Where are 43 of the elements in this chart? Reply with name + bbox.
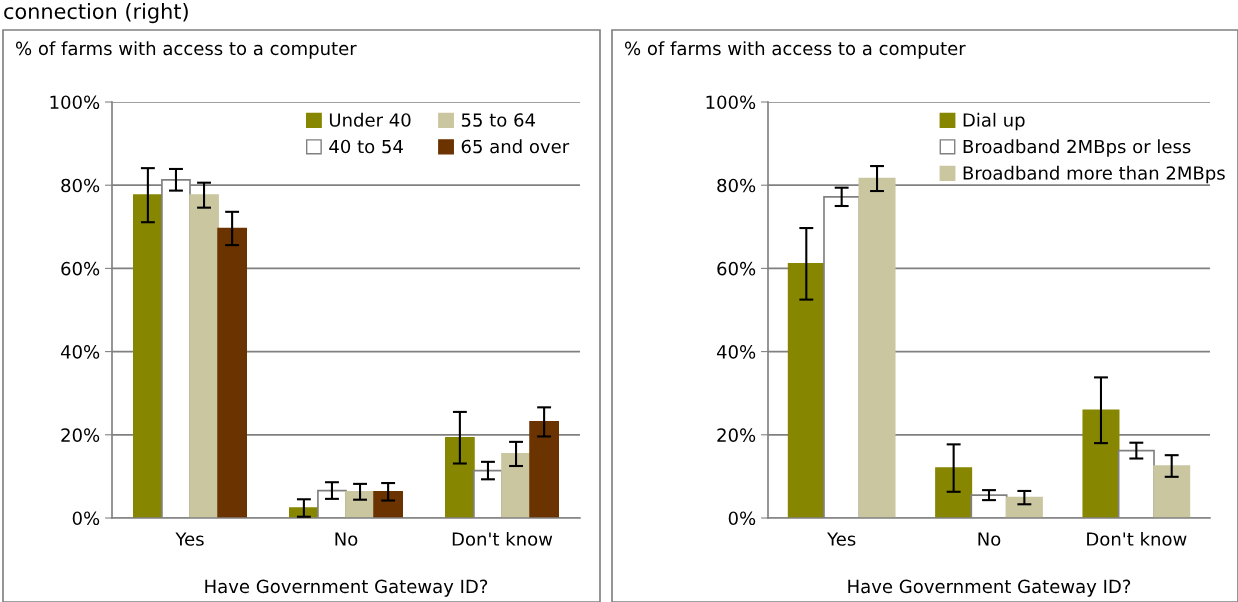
legend-label: Broadband 2MBps or less bbox=[963, 139, 1191, 157]
y-tick-label: 60% bbox=[61, 261, 100, 276]
y-tick-label: 100% bbox=[50, 95, 100, 110]
y-tick-label: 20% bbox=[61, 428, 100, 442]
y-tick-label: 80% bbox=[61, 178, 100, 193]
x-axis-title: Have Government Gateway ID? bbox=[848, 579, 1131, 597]
bar bbox=[133, 194, 163, 518]
y-tick-label: 0% bbox=[728, 511, 756, 526]
y-tick-label: 100% bbox=[706, 95, 756, 110]
bar bbox=[445, 436, 475, 518]
legend-label: Dial up bbox=[963, 112, 1025, 131]
bar bbox=[501, 453, 531, 518]
text: connection (right) bbox=[4, 3, 188, 24]
bar bbox=[189, 194, 219, 518]
bar bbox=[787, 262, 825, 518]
y-axis-title: % of farms with access to a computer bbox=[625, 41, 966, 59]
bar bbox=[373, 490, 403, 518]
legend-label: Under 40 bbox=[329, 112, 411, 127]
x-tick-label: Yes bbox=[827, 532, 856, 546]
bar bbox=[935, 467, 973, 518]
y-tick-label: 60% bbox=[717, 261, 756, 276]
legend-label: 40 to 54 bbox=[329, 139, 403, 154]
y-axis-title: % of farms with access to a computer bbox=[16, 41, 357, 59]
legend-label: Broadband more than 2MBps bbox=[963, 165, 1225, 184]
legend-label: 55 to 64 bbox=[461, 113, 536, 127]
bar bbox=[858, 177, 896, 518]
x-axis-title: Have Government Gateway ID? bbox=[205, 579, 488, 597]
x-tick-label: No bbox=[978, 532, 1001, 546]
x-tick-label: Yes bbox=[175, 532, 204, 546]
bar bbox=[217, 227, 247, 518]
y-tick-label: 40% bbox=[60, 345, 100, 359]
bar bbox=[1153, 465, 1191, 518]
bar bbox=[1005, 496, 1043, 518]
x-tick-label: No bbox=[335, 532, 358, 546]
y-tick-label: 40% bbox=[716, 345, 756, 359]
x-tick-label: Don't know bbox=[452, 531, 553, 546]
bar bbox=[1082, 409, 1120, 518]
y-tick-label: 80% bbox=[717, 178, 756, 193]
x-tick-label: Don't know bbox=[1087, 531, 1187, 546]
y-tick-label: 20% bbox=[717, 428, 756, 442]
y-tick-label: 0% bbox=[72, 511, 100, 526]
legend-label: 65 and over bbox=[461, 139, 570, 154]
bar bbox=[529, 421, 559, 518]
